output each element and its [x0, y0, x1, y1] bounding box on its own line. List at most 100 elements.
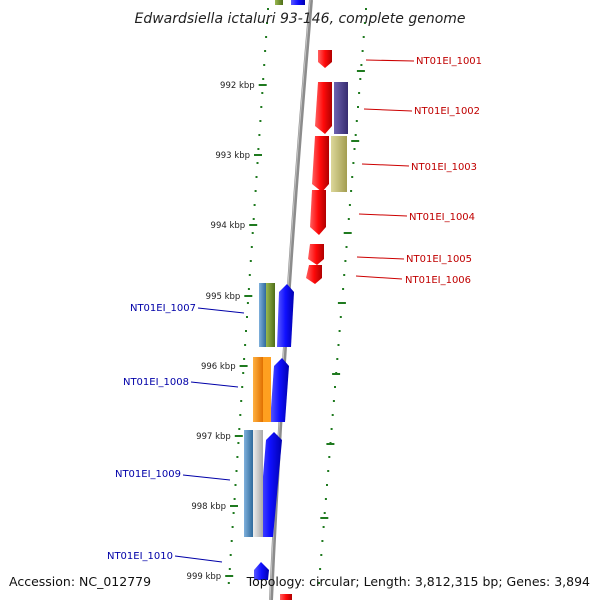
ruler-dot-right [350, 190, 353, 192]
reverse-gene-1004 [310, 190, 326, 235]
kbp-tick-mark [244, 295, 253, 297]
reverse-gene-bottom-edge [280, 594, 292, 600]
ruler-dot-left [227, 582, 230, 584]
ruler-dot-left [248, 274, 251, 276]
gene-label-1009: NT01EI_1009 [115, 469, 181, 480]
kbp-tick-label: 998 kbp [191, 502, 226, 512]
forward-gene-1007 [277, 284, 294, 347]
ruler-dot-right [351, 176, 354, 178]
ruler-dots [227, 8, 367, 584]
ruler-dot-right [345, 246, 348, 248]
cog-bar-gray-1009 [253, 430, 263, 537]
leader-1005 [356, 256, 405, 260]
ruler-dash-right [337, 302, 346, 304]
ruler-dot-right [326, 484, 328, 486]
ruler-dot-right [359, 78, 362, 80]
ruler-dot-right [363, 22, 366, 24]
ruler-dot-left [234, 484, 237, 486]
ruler-dot-left [256, 162, 259, 164]
leader-1003 [361, 163, 410, 167]
ruler-dot-left [236, 456, 239, 458]
ruler-dot-right [347, 218, 350, 220]
ruler-dash-right [343, 232, 352, 234]
ruler-dot-right [360, 64, 363, 66]
ruler-dot-left [243, 358, 246, 360]
ruler-dot-left [232, 512, 235, 514]
ruler-dot-right [352, 162, 355, 164]
kbp-tick-mark [239, 365, 248, 367]
ruler-dot-right [358, 92, 361, 94]
leader-1010 [174, 555, 223, 563]
cog-bar-green-top [275, 0, 283, 5]
leader-1001 [365, 59, 415, 62]
cog-bar-green-1007 [266, 283, 275, 347]
forward-gene-1008 [270, 358, 289, 422]
ruler-dot-left [239, 414, 242, 416]
ruler-dash-right [326, 443, 335, 445]
ruler-dash-right [320, 517, 329, 519]
ruler-dot-left [245, 330, 247, 332]
kbp-tick-label: 994 kbp [211, 221, 246, 231]
gene-labels: NT01EI_1001 NT01EI_1002 NT01EI_1003 NT01… [107, 56, 482, 562]
ruler-dot-right [318, 582, 320, 584]
ruler-dot-left [264, 50, 267, 52]
cog-bar-khaki [331, 136, 347, 192]
ruler-dot-right [357, 106, 359, 108]
leader-1002 [363, 108, 413, 112]
kbp-tick-mark [254, 154, 262, 156]
ruler-dot-right [327, 470, 330, 472]
ruler-dot-right [321, 540, 324, 542]
ruler-dot-left [247, 288, 250, 290]
forward-strand-genes [244, 283, 294, 580]
ruler-dot-left [231, 526, 234, 528]
leader-1009 [182, 474, 231, 481]
ruler-dot-left [237, 442, 240, 444]
ruler-dot-left [262, 78, 265, 80]
gene-label-1001: NT01EI_1001 [416, 56, 482, 67]
gene-label-1004: NT01EI_1004 [409, 212, 475, 223]
kbp-ticks: 992 kbp 993 kbp 994 kbp 995 kbp 996 kbp 997 k… [187, 81, 267, 582]
topology-text: Topology: circular; Length: 3,812,315 bp… [246, 574, 590, 589]
gene-label-1003: NT01EI_1003 [411, 162, 477, 173]
cog-bar-steel-1009 [244, 430, 253, 537]
kbp-tick-mark [234, 435, 243, 437]
ruler-dot-right [336, 358, 339, 360]
ruler-dot-left [229, 554, 232, 556]
ruler-dash-right [351, 140, 360, 142]
ruler-dot-right [332, 400, 335, 402]
gene-leader-lines [174, 59, 415, 563]
gene-label-1005: NT01EI_1005 [406, 254, 472, 265]
ruler-dot-left [267, 8, 269, 10]
kbp-tick-label: 992 kbp [220, 81, 255, 91]
ruler-dot-left [242, 372, 245, 374]
ruler-dot-left [257, 148, 260, 150]
ruler-dot-right [362, 36, 365, 38]
ruler-dot-right [324, 498, 327, 500]
ruler-dot-left [228, 568, 231, 570]
kbp-tick-mark [230, 505, 238, 507]
ruler-dot-right [348, 204, 351, 206]
ruler-dot-left [254, 190, 257, 192]
ruler-dot-right [334, 386, 336, 388]
kbp-tick-label: 995 kbp [206, 292, 241, 302]
ruler-dot-right [344, 260, 347, 262]
ruler-dot-left [246, 302, 249, 304]
ruler-dot-left [251, 232, 254, 234]
ruler-dot-right [328, 456, 331, 458]
kbp-tick-label: 993 kbp [215, 151, 250, 161]
leader-1008 [190, 381, 239, 388]
accession-text: Accession: NC_012779 [9, 574, 151, 589]
ruler-dash-right [356, 70, 365, 72]
gene-label-1006: NT01EI_1006 [405, 275, 471, 286]
ruler-dash-right [332, 373, 341, 375]
ruler-dot-left [249, 260, 252, 262]
forward-gene-1009 [258, 432, 282, 537]
reverse-gene-1001 [318, 50, 332, 68]
map-title: Edwardsiella ictaluri 93-146, complete g… [134, 11, 465, 27]
cog-bar-orange-1008 [253, 357, 263, 422]
reverse-gene-1003 [312, 136, 329, 192]
ruler-dot-right [354, 134, 357, 136]
ruler-dot-right [365, 8, 367, 10]
